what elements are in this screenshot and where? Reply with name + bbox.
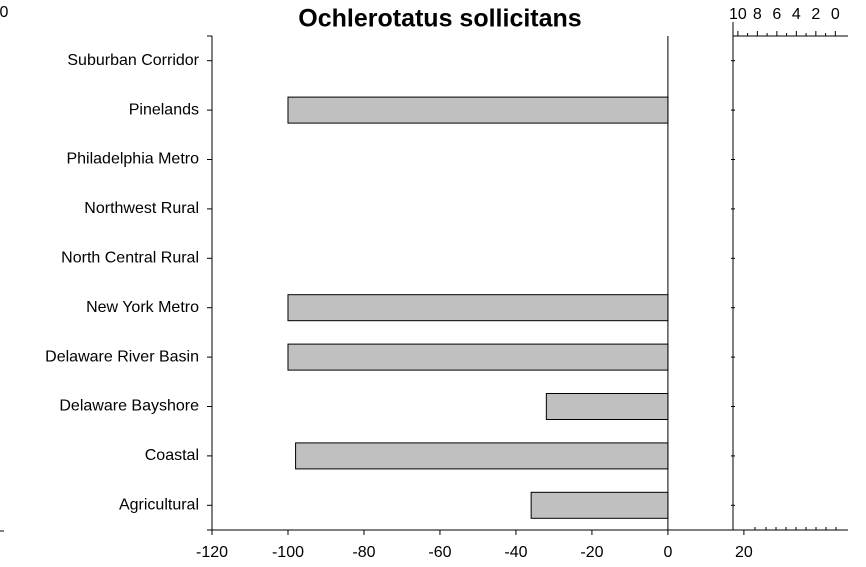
y-tick-label: Pinelands <box>129 101 199 118</box>
top-tick-label: 6 <box>772 6 781 23</box>
top-tick-label: 10 <box>729 6 747 23</box>
x-tick-label: -100 <box>272 544 304 561</box>
y-tick-label: Delaware River Basin <box>45 348 199 365</box>
x-tick-label: 0 <box>663 544 672 561</box>
x-tick-label: -40 <box>504 544 527 561</box>
bar <box>545 393 669 420</box>
x-tick-label: -80 <box>352 544 375 561</box>
y-tick-label: Suburban Corridor <box>67 52 199 69</box>
top-tick-label: 0 <box>831 6 840 23</box>
top-tick-label: 4 <box>792 6 801 23</box>
x-tick-label: -20 <box>580 544 603 561</box>
y-tick-label: New York Metro <box>86 299 199 316</box>
bar <box>295 442 669 470</box>
y-tick-label: Agricultural <box>119 497 199 514</box>
y-tick-label: Coastal <box>145 447 199 464</box>
bar <box>530 491 669 519</box>
bar <box>287 96 669 124</box>
bar <box>287 343 669 371</box>
chart-title: Ochlerotatus sollicitans <box>298 5 581 33</box>
y-tick-label: North Central Rural <box>61 250 199 267</box>
top-tick-label: 8 <box>753 6 762 23</box>
x-tick-label: -60 <box>428 544 451 561</box>
x-tick-label: 20 <box>735 544 753 561</box>
y-tick-label: Philadelphia Metro <box>66 151 199 168</box>
y-tick-label: Northwest Rural <box>84 200 199 217</box>
cut-off-label: 0 <box>0 4 9 21</box>
x-tick-label: -120 <box>196 544 228 561</box>
top-tick-label: 2 <box>811 6 820 23</box>
bar <box>287 294 669 322</box>
y-tick-label: Delaware Bayshore <box>59 398 199 415</box>
